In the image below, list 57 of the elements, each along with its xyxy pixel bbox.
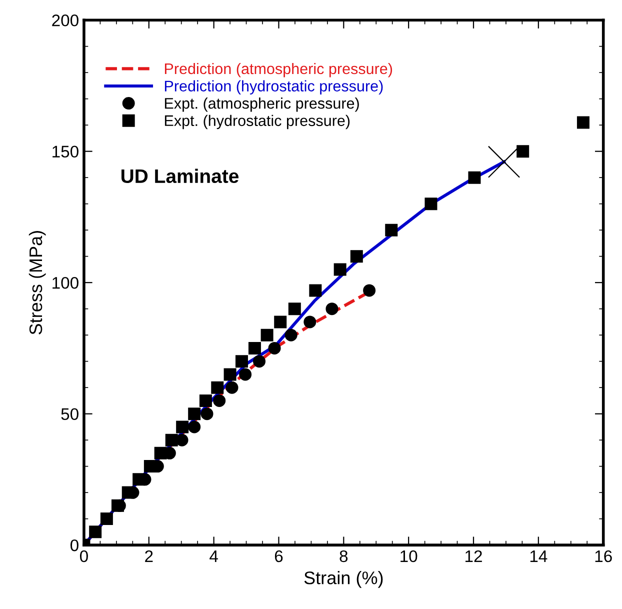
point <box>350 250 363 263</box>
point <box>274 316 287 328</box>
point <box>154 446 167 460</box>
y-tick-label: 0 <box>70 539 78 552</box>
x-tick-label: 4 <box>210 550 218 562</box>
y-tick-label: 150 <box>52 146 78 158</box>
point <box>188 408 201 420</box>
x-axis-title: Strain (%) <box>304 571 383 588</box>
x-tick-label: 14 <box>530 550 548 562</box>
x-tick-label: 2 <box>145 550 153 562</box>
point <box>144 460 156 473</box>
x-tick-label: 16 <box>595 550 612 562</box>
annotation: UD Laminate <box>121 168 239 184</box>
point <box>199 394 212 407</box>
legend-label: Expt. (hydrostatic pressure) <box>164 114 350 130</box>
point <box>576 116 590 129</box>
x-tick-label: 10 <box>400 550 418 562</box>
legend-label: Expt. (atmospheric pressure) <box>164 98 359 112</box>
y-tick-label: 100 <box>52 276 78 289</box>
point <box>309 284 322 297</box>
point <box>260 328 274 342</box>
point <box>284 328 298 342</box>
point <box>165 434 178 446</box>
x-tick-label: 8 <box>340 550 348 562</box>
x-tick-label: 0 <box>80 550 88 562</box>
point <box>268 342 281 354</box>
point <box>89 526 102 538</box>
point <box>211 381 224 394</box>
point <box>226 381 238 394</box>
y-axis-title: Stress (MPa) <box>28 231 46 334</box>
y-tick-label: 50 <box>61 408 78 420</box>
point <box>253 355 266 368</box>
point <box>122 486 134 499</box>
point <box>200 408 214 420</box>
point <box>248 342 261 354</box>
point <box>363 284 376 297</box>
point <box>468 171 481 184</box>
point <box>304 316 316 328</box>
point <box>224 368 236 381</box>
point <box>188 420 201 434</box>
point <box>235 355 248 368</box>
point <box>239 368 252 381</box>
point <box>385 224 398 236</box>
y-tick-label: 200 <box>52 14 78 26</box>
point <box>326 302 338 316</box>
point <box>516 145 530 158</box>
point <box>213 394 226 407</box>
legend-label: Prediction (atmospheric pressure) <box>164 62 392 78</box>
point <box>288 302 301 316</box>
x-tick-label: 12 <box>466 550 482 562</box>
x-tick-label: 6 <box>274 550 283 562</box>
point <box>334 263 346 276</box>
point <box>132 473 146 486</box>
point <box>176 420 189 434</box>
point <box>100 512 113 526</box>
point <box>424 198 438 210</box>
legend-label: Prediction (hydrostatic pressure) <box>164 80 383 94</box>
